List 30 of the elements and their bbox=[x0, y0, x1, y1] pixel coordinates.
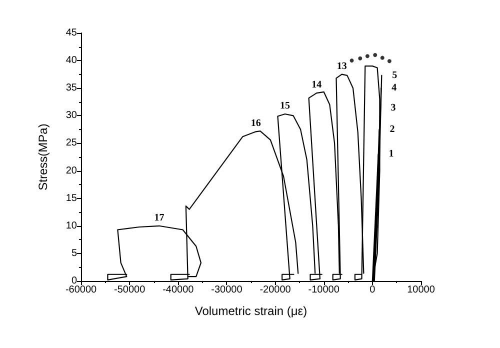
y-tick-label: 10 bbox=[66, 220, 78, 232]
annotation: 17 bbox=[154, 212, 164, 224]
x-axis-title: Volumetric strain (με) bbox=[194, 304, 308, 318]
annotation: 1 bbox=[388, 148, 394, 160]
annotation: 14 bbox=[312, 80, 322, 91]
y-tick-label: 5 bbox=[71, 248, 78, 259]
annotation: 15 bbox=[280, 100, 290, 112]
x-tick-label: -30000 bbox=[211, 284, 243, 296]
x-tick-label: -10000 bbox=[308, 284, 340, 296]
annotation: 2 bbox=[390, 124, 395, 135]
x-tick-label: -50000 bbox=[114, 284, 146, 296]
y-tick-label: 0 bbox=[71, 276, 78, 286]
y-tick-label: 25 bbox=[66, 138, 78, 149]
y-tick-label: 20 bbox=[66, 165, 78, 176]
annotation: 13 bbox=[336, 60, 347, 72]
annotation: 3 bbox=[390, 102, 396, 114]
y-tick-label: 35 bbox=[66, 82, 78, 94]
y-axis-title: Stress(MPa) bbox=[36, 124, 50, 190]
y-tick-label: 15 bbox=[66, 192, 78, 204]
annotation: 4 bbox=[392, 82, 397, 94]
y-tick-label: 45 bbox=[66, 28, 78, 38]
x-tick-label: -40000 bbox=[162, 284, 194, 296]
annotation: 5 bbox=[392, 70, 398, 81]
x-tick-label: 0 bbox=[370, 284, 376, 296]
x-tick-label: 10000 bbox=[407, 284, 436, 296]
x-tick-label: -20000 bbox=[260, 284, 292, 296]
annotation: 16 bbox=[250, 118, 261, 130]
y-tick-label: 40 bbox=[66, 55, 78, 66]
x-tick-label: -60000 bbox=[65, 284, 98, 296]
y-tick-label: 30 bbox=[66, 110, 78, 122]
